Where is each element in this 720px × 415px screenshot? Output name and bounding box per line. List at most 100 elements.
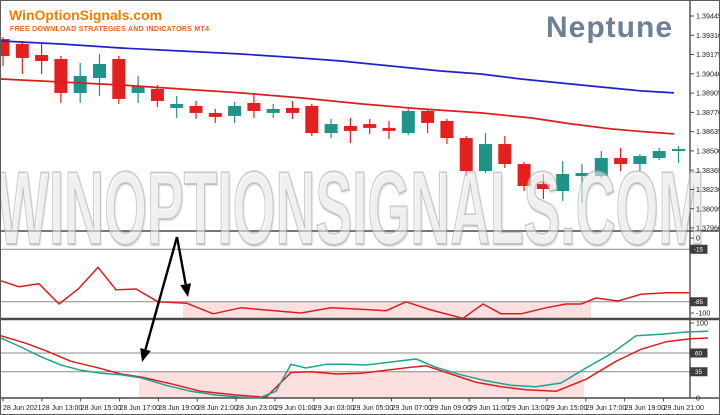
osc2-red-line bbox=[1, 335, 709, 399]
level-badge-value: -85 bbox=[694, 299, 704, 306]
candle-body bbox=[672, 149, 685, 152]
panel-scale-label: 0 bbox=[696, 393, 700, 402]
candle-body bbox=[286, 107, 299, 113]
candle-body bbox=[652, 151, 666, 159]
candle-body bbox=[556, 174, 570, 192]
level-badge-value: -15 bbox=[694, 247, 704, 254]
candle-body bbox=[421, 110, 435, 123]
price-tick-label: 1.39310 bbox=[696, 31, 720, 40]
candle-body bbox=[363, 124, 377, 128]
level-badge bbox=[689, 244, 708, 254]
level-lines bbox=[1, 248, 690, 373]
price-axis-labels: 1.39445 1.39310 1.39175 1.39040 1.38905 1.387… bbox=[690, 12, 720, 233]
arrow-shaft bbox=[144, 236, 179, 350]
ma-slow-line bbox=[1, 40, 675, 94]
time-tick-label: 29 Jun 15:00 bbox=[547, 405, 588, 412]
candle-body bbox=[517, 164, 531, 187]
time-tick-label: 29 Jun 21:00 bbox=[663, 405, 704, 412]
arrow-head bbox=[140, 347, 151, 362]
candle-body bbox=[479, 144, 492, 172]
candle-body bbox=[459, 138, 473, 172]
price-tick-label: 1.38635 bbox=[696, 127, 720, 136]
candle-body bbox=[247, 102, 261, 111]
arrow-shaft bbox=[175, 236, 187, 285]
candle-body bbox=[614, 158, 628, 165]
level-badge bbox=[689, 367, 708, 377]
time-tick-label: 29 Jun 19:00 bbox=[625, 405, 666, 412]
osc2-teal-line bbox=[1, 330, 709, 399]
price-tick-label: 1.38905 bbox=[696, 89, 720, 98]
price-tick-label: 1.38500 bbox=[696, 147, 720, 156]
candle-body bbox=[54, 58, 68, 93]
time-tick-label: 28 Jun 13:00 bbox=[42, 405, 83, 412]
price-tick-label: 1.39445 bbox=[696, 12, 720, 21]
candle-body bbox=[131, 85, 145, 93]
candle-body bbox=[228, 105, 242, 116]
candle-body bbox=[35, 54, 49, 61]
time-tick-label: 29 Jun 03:00 bbox=[314, 405, 355, 412]
annotation-arrows bbox=[140, 236, 192, 362]
time-tick-label: 29 Jun 01:00 bbox=[275, 405, 316, 412]
time-tick-label: 29 Jun 07:00 bbox=[392, 405, 433, 412]
time-tick-label: 28 Jun 15:00 bbox=[81, 405, 122, 412]
price-tick-label: 1.39175 bbox=[696, 50, 720, 59]
time-tick-label: 29 Jun 09:00 bbox=[430, 405, 471, 412]
candle-body bbox=[633, 156, 647, 165]
price-tick-label: 1.38365 bbox=[696, 166, 720, 175]
time-tick-label: 29 Jun 13:00 bbox=[508, 405, 549, 412]
time-tick-label: 29 Jun 11:00 bbox=[469, 405, 509, 412]
brand-logo-text: WinOptionSignals.com bbox=[9, 7, 163, 23]
candle-body bbox=[170, 103, 184, 108]
candle-body bbox=[382, 127, 396, 131]
candle-body bbox=[324, 124, 338, 134]
panel-scale-label: 0 bbox=[696, 233, 700, 242]
level-badge-value: 35 bbox=[695, 369, 703, 376]
time-tick-label: 29 Jun 17:00 bbox=[586, 405, 627, 412]
time-tick-label: 28 Jun 2021 bbox=[3, 405, 42, 412]
candle-body bbox=[208, 112, 222, 117]
price-tick-label: 1.38095 bbox=[696, 204, 720, 213]
candle-body bbox=[150, 88, 164, 101]
panel-scale-label: 100 bbox=[696, 318, 708, 327]
time-tick-label: 28 Jun 17:00 bbox=[120, 405, 161, 412]
strategy-name-title: Neptune bbox=[546, 11, 673, 44]
ma-fast-line bbox=[1, 78, 675, 135]
candle-body bbox=[594, 158, 608, 177]
time-tick-label: 28 Jun 19:00 bbox=[158, 405, 199, 412]
candle-body bbox=[498, 144, 512, 165]
time-tick-label: 28 Jun 21:00 bbox=[197, 405, 238, 412]
candle-body bbox=[73, 75, 87, 93]
candle-body bbox=[15, 43, 29, 58]
candle-body bbox=[1, 38, 10, 56]
level-badges: -15 -85 60 35 bbox=[689, 244, 708, 377]
panel-scale-label: -100 bbox=[696, 308, 710, 317]
level-badge bbox=[689, 348, 708, 358]
price-tick-label: 1.38770 bbox=[696, 108, 720, 117]
time-tick-label: 29 Jun 05:00 bbox=[353, 405, 394, 412]
candle-body bbox=[343, 125, 357, 131]
candle-body bbox=[575, 173, 589, 177]
level-badge bbox=[689, 297, 708, 307]
candle-body bbox=[112, 58, 126, 99]
osc1-red-line bbox=[1, 266, 689, 320]
price-tick-label: 1.39040 bbox=[696, 69, 720, 78]
brand-subtitle-text: FREE DOWNLOAD STRATEGIES AND INDICATORS … bbox=[10, 26, 210, 33]
candle-body bbox=[266, 108, 280, 113]
candle-body bbox=[401, 110, 415, 134]
candle-body bbox=[189, 105, 203, 113]
time-tick-label: 28 Jun 23:00 bbox=[236, 405, 277, 412]
level-badge-value: 60 bbox=[695, 350, 703, 357]
candle-body bbox=[305, 105, 319, 134]
price-tick-label: 1.38230 bbox=[696, 185, 720, 194]
candle-body bbox=[536, 184, 550, 190]
candle-body bbox=[440, 120, 454, 139]
candles bbox=[1, 36, 685, 204]
candle-body bbox=[93, 63, 106, 78]
price-tick-label: 1.37960 bbox=[696, 224, 720, 233]
arrow-head bbox=[180, 283, 192, 297]
